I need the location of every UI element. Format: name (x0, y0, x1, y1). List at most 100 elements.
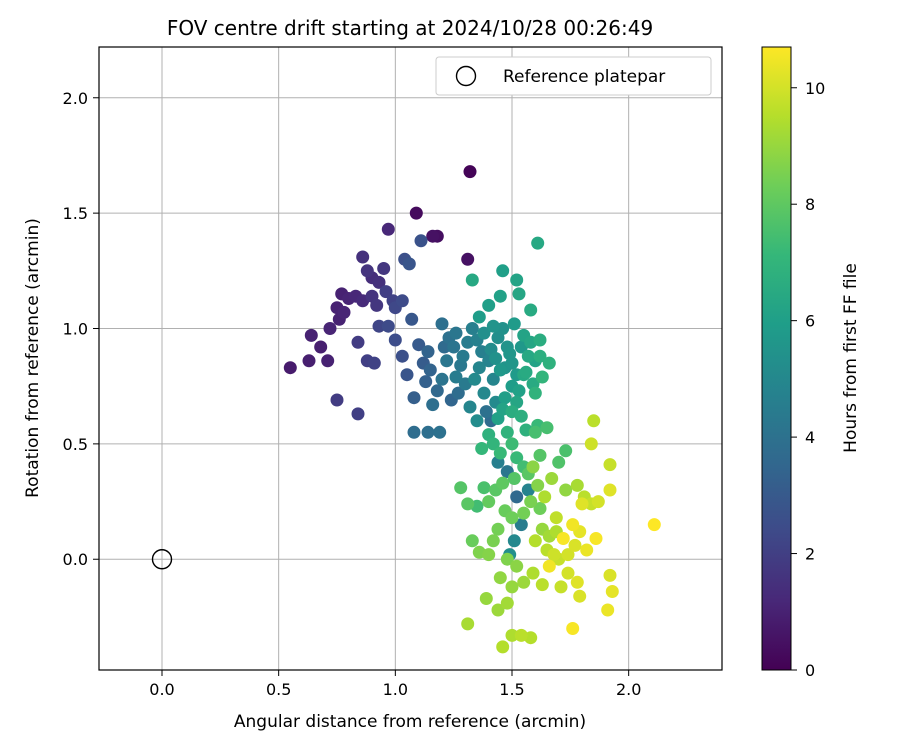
data-point (449, 326, 463, 340)
data-point (507, 317, 521, 331)
data-point (535, 578, 549, 592)
chart-title: FOV centre drift starting at 2024/10/28 … (167, 16, 653, 40)
data-point (545, 472, 559, 485)
data-point (421, 425, 435, 439)
data-point (321, 354, 335, 368)
data-point (314, 340, 328, 354)
data-point (647, 518, 661, 532)
data-point (423, 363, 437, 377)
data-point (603, 483, 617, 497)
data-point (419, 375, 433, 389)
data-point (510, 451, 524, 465)
data-point (570, 575, 584, 589)
data-point (496, 476, 510, 490)
data-point (351, 335, 365, 349)
data-point (465, 322, 479, 335)
data-point (414, 234, 428, 248)
data-point (507, 534, 521, 548)
data-point (447, 340, 461, 354)
data-point (463, 165, 477, 179)
data-point (470, 414, 484, 428)
data-point (510, 490, 524, 504)
data-point (472, 361, 486, 375)
data-point (531, 478, 545, 492)
data-point (556, 532, 570, 545)
data-point (540, 421, 554, 435)
data-point (510, 559, 524, 573)
colorbar-tick-label: 2 (805, 545, 815, 564)
data-point (486, 534, 500, 548)
data-point (552, 455, 566, 469)
data-point (491, 522, 505, 536)
data-points (283, 165, 661, 654)
data-point (477, 481, 491, 495)
data-point (580, 543, 594, 557)
data-point (435, 317, 449, 331)
data-point (482, 548, 496, 562)
data-point (351, 407, 365, 421)
data-point (500, 552, 514, 566)
data-point (400, 368, 414, 382)
colorbar-gradient (762, 47, 791, 670)
data-point (573, 589, 587, 603)
data-point (559, 483, 573, 497)
data-point (575, 497, 589, 511)
data-point (491, 603, 505, 617)
data-point (549, 511, 563, 525)
data-point (587, 414, 601, 428)
legend-box (435, 56, 712, 96)
x-axis-label: Angular distance from reference (arcmin) (234, 712, 586, 732)
data-point (559, 444, 573, 458)
data-point (505, 628, 519, 642)
data-point (468, 372, 482, 386)
data-point (547, 548, 561, 562)
data-point (461, 617, 475, 631)
data-point (372, 275, 386, 289)
data-point (528, 534, 542, 548)
data-point (533, 333, 547, 347)
data-point (514, 628, 528, 642)
data-point (370, 298, 384, 312)
data-point (603, 568, 617, 582)
data-point (433, 425, 447, 439)
y-tick-label: 1.5 (63, 204, 88, 223)
data-point (402, 257, 416, 271)
data-point (524, 303, 538, 317)
data-point (517, 575, 531, 589)
plot-frame (98, 46, 723, 671)
data-point (465, 534, 479, 548)
data-point (566, 622, 580, 635)
data-point (605, 585, 619, 598)
y-tick-label: 2.0 (63, 89, 88, 108)
data-point (381, 222, 395, 236)
data-point (482, 495, 496, 509)
x-tick-label: 1.5 (499, 680, 524, 699)
y-tick-label: 0.5 (63, 435, 88, 454)
data-point (482, 298, 496, 312)
data-point (451, 386, 465, 400)
data-point (505, 437, 519, 451)
data-point (379, 285, 393, 299)
data-point (533, 349, 547, 363)
data-point (407, 425, 421, 439)
data-point (561, 566, 575, 580)
data-point (430, 384, 444, 398)
data-point (512, 287, 526, 301)
data-point (554, 580, 568, 594)
data-point (463, 400, 477, 414)
data-point (465, 273, 479, 287)
data-point (475, 442, 489, 455)
data-point (479, 592, 493, 605)
data-point (542, 356, 556, 370)
data-point (360, 264, 374, 278)
data-point (461, 252, 475, 266)
x-tick-label: 1.0 (383, 680, 408, 699)
data-point (472, 310, 486, 324)
data-point (493, 289, 507, 303)
legend-label: Reference platepar (503, 67, 665, 87)
data-point (395, 294, 409, 308)
data-point (435, 372, 449, 386)
x-tick-label: 2.0 (616, 680, 641, 699)
data-point (521, 349, 535, 363)
